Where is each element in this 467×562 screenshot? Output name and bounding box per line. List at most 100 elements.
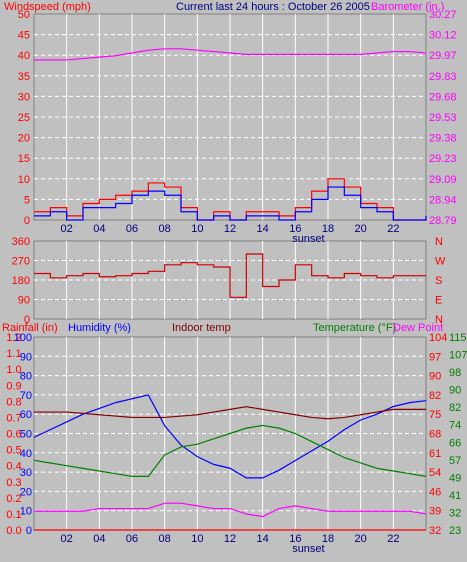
temp-tick-label-a: 104 [429,332,447,344]
humidity-tick-label: 100 [14,332,32,344]
barometer-tick-label: 28.94 [429,194,457,206]
x-tick-label: 12 [224,223,236,235]
temp-tick-label-b: 32 [449,507,461,519]
rain-tick-label: 0.8 [6,396,21,408]
humidity-tick-label: 50 [20,429,32,441]
temp-tick-label-b: 107 [449,350,467,362]
x-tick-label: 22 [387,223,399,235]
x-tick-label: 16 [289,533,301,545]
rain-tick-label: 0.6 [6,429,21,441]
compass-tick-label: W [435,256,446,268]
x-tick-label: 10 [191,223,203,235]
rain-tick-label: 0.1 [6,509,21,521]
humidity-tick-label: 20 [20,486,32,498]
barometer-axis-label: Barometer (in.) [371,1,444,13]
x-tick-label: 16 [289,223,301,235]
wind-tick-label: 15 [18,153,30,165]
temp-tick-label-b: 49 [449,472,461,484]
x-tick-label: 20 [355,223,367,235]
temp-tick-label-b: 90 [449,385,461,397]
indoor-temp-label: Indoor temp [172,322,231,334]
temp-tick-label-b: 41 [449,490,461,502]
humidity-tick-label: 0 [26,525,32,537]
wind-gust-line [34,186,427,221]
temp-tick-label-b: 82 [449,402,461,414]
temp-tick-label-b: 98 [449,367,461,379]
temperature-label: Temperature (°F) [313,322,396,334]
dew-point-line [34,502,427,518]
direction-tick-label: 90 [18,295,30,307]
barometer-tick-label: 30.27 [429,9,457,21]
humidity-tick-label: 30 [20,467,32,479]
x-tick-label: 14 [257,533,269,545]
barometer-tick-label: 28.79 [429,215,457,227]
wind-tick-label: 10 [18,174,30,186]
humidity-tick-label: 90 [20,351,32,363]
x-tick-label: 04 [93,533,105,545]
x-tick-label: 22 [387,533,399,545]
wind-direction-line [34,253,426,298]
rain-tick-label: 0.9 [6,380,21,392]
rain-tick-label: 1.2 [6,332,21,344]
x-tick-label: 18 [322,223,334,235]
x-tick-label: 14 [257,223,269,235]
wind-tick-label: 40 [18,50,30,62]
barometer-tick-label: 29.83 [429,71,457,83]
wind-tick-label: 45 [18,30,30,42]
chart-title: Current last 24 hours : October 26 2005 [176,1,370,13]
x-tick-label: 02 [61,533,73,545]
direction-tick-label: 270 [12,256,30,268]
sunset-label: sunset [292,233,324,245]
wind-tick-label: 30 [18,91,30,103]
temp-tick-label-a: 32 [429,525,441,537]
x-tick-label: 06 [126,533,138,545]
temp-tick-label-b: 57 [449,455,461,467]
barometer-tick-label: 30.12 [429,30,457,42]
humidity-tick-label: 40 [20,448,32,460]
temp-tick-label-b: 115 [449,332,467,344]
rain-tick-label: 0.2 [6,493,21,505]
direction-tick-label: 360 [12,236,30,248]
windspeed-axis-label: Windspeed (mph) [4,1,91,13]
wind-tick-label: 5 [24,194,30,206]
rain-tick-label: 1.1 [6,348,21,360]
x-tick-label: 06 [126,223,138,235]
barometer-tick-label: 29.23 [429,153,457,165]
temp-tick-label-b: 23 [449,525,461,537]
direction-tick-label: 0 [24,314,30,326]
temp-tick-label-a: 97 [429,351,441,363]
compass-tick-label: S [435,275,442,287]
rain-tick-label: 1.0 [6,364,21,376]
barometer-tick-label: 29.38 [429,133,457,145]
x-tick-label: 10 [191,533,203,545]
wind-tick-label: 25 [18,112,30,124]
compass-tick-label: N [435,314,443,326]
wind-speed-line [34,178,427,221]
x-tick-label: 12 [224,533,236,545]
direction-tick-label: 180 [12,275,30,287]
rain-tick-label: 0.7 [6,412,21,424]
humidity-tick-label: 60 [20,409,32,421]
dew-point-label: Dew Point [393,322,443,334]
humidity-tick-label: 80 [20,371,32,383]
wind-tick-label: 50 [18,9,30,21]
x-tick-label: 08 [159,533,171,545]
humidity-tick-label: 10 [20,506,32,518]
temp-tick-label-a: 54 [429,467,441,479]
humidity-tick-label: 70 [20,390,32,402]
temp-tick-label-a: 90 [429,371,441,383]
barometer-tick-label: 29.97 [429,50,457,62]
humidity-label: Humidity (%) [68,322,131,334]
x-tick-label: 02 [61,223,73,235]
rainfall-label: Rainfall (in) [2,322,58,334]
rain-tick-label: 0.5 [6,445,21,457]
temp-tick-label-a: 61 [429,448,441,460]
indoor-temp-line [34,406,426,420]
x-tick-label: 20 [355,533,367,545]
wind-tick-label: 20 [18,133,30,145]
x-tick-label: 18 [322,533,334,545]
compass-tick-label: E [435,295,442,307]
x-tick-label: 04 [93,223,105,235]
barometer-tick-label: 29.68 [429,91,457,103]
